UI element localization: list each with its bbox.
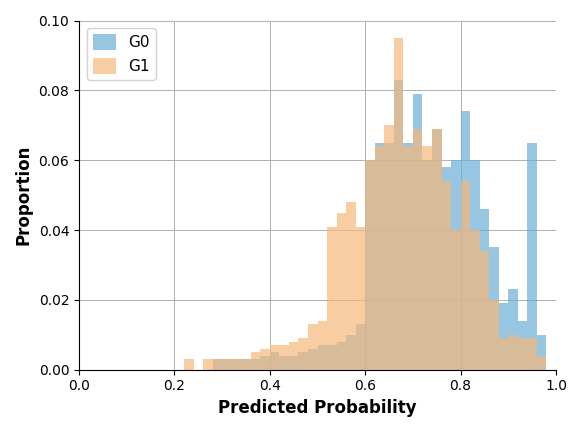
Bar [537, 335, 546, 370]
Legend: G0, G1: G0, G1 [87, 28, 155, 80]
Bar [251, 352, 260, 370]
Bar [499, 303, 508, 370]
Bar [518, 338, 527, 370]
Bar [480, 251, 489, 370]
Bar [212, 359, 222, 370]
Bar [470, 230, 480, 370]
Bar [299, 352, 308, 370]
Bar [375, 146, 384, 370]
Bar [489, 300, 499, 370]
Bar [356, 324, 365, 370]
Bar [508, 289, 518, 370]
Bar [232, 359, 241, 370]
Bar [308, 349, 318, 370]
Bar [384, 125, 394, 370]
Bar [527, 338, 537, 370]
Bar [442, 167, 451, 370]
Bar [518, 321, 527, 370]
Bar [279, 356, 289, 370]
Bar [451, 230, 460, 370]
Bar [423, 160, 432, 370]
Bar [403, 146, 413, 370]
Bar [308, 324, 318, 370]
Bar [279, 345, 289, 370]
Bar [212, 359, 222, 370]
Bar [318, 321, 327, 370]
Bar [222, 359, 232, 370]
Bar [327, 226, 336, 370]
Bar [451, 160, 460, 370]
Bar [318, 345, 327, 370]
Bar [375, 143, 384, 370]
Bar [299, 338, 308, 370]
Bar [289, 356, 299, 370]
Bar [413, 94, 423, 370]
Bar [336, 342, 346, 370]
Bar [432, 129, 442, 370]
Bar [499, 338, 508, 370]
Bar [346, 335, 356, 370]
Bar [423, 146, 432, 370]
Bar [394, 80, 403, 370]
Bar [241, 359, 251, 370]
Bar [184, 359, 193, 370]
Bar [470, 160, 480, 370]
Bar [460, 181, 470, 370]
Bar [489, 248, 499, 370]
Bar [270, 345, 279, 370]
Bar [232, 359, 241, 370]
Bar [394, 38, 403, 370]
Bar [346, 202, 356, 370]
Bar [289, 342, 299, 370]
Bar [365, 160, 375, 370]
Bar [432, 129, 442, 370]
Bar [442, 181, 451, 370]
Bar [203, 359, 212, 370]
Bar [508, 335, 518, 370]
Bar [336, 213, 346, 370]
Bar [270, 352, 279, 370]
X-axis label: Predicted Probability: Predicted Probability [218, 399, 417, 417]
Bar [260, 349, 270, 370]
Bar [527, 143, 537, 370]
Bar [413, 129, 423, 370]
Bar [222, 359, 232, 370]
Y-axis label: Proportion: Proportion [15, 145, 33, 245]
Bar [356, 226, 365, 370]
Bar [537, 356, 546, 370]
Bar [241, 359, 251, 370]
Bar [365, 160, 375, 370]
Bar [480, 209, 489, 370]
Bar [403, 143, 413, 370]
Bar [251, 359, 260, 370]
Bar [260, 356, 270, 370]
Bar [460, 111, 470, 370]
Bar [384, 143, 394, 370]
Bar [327, 345, 336, 370]
